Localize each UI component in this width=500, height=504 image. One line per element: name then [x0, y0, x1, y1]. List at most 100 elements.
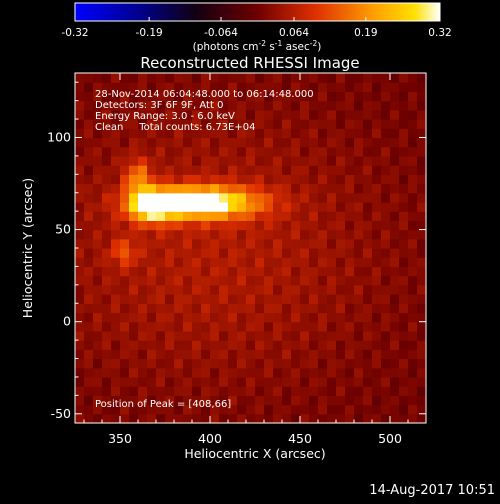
heatmap-cell	[372, 376, 382, 387]
heatmap-cell	[174, 294, 184, 304]
heatmap-cell	[156, 349, 166, 360]
heatmap-cell	[156, 294, 166, 304]
heatmap-cell	[399, 294, 409, 304]
heatmap-cell	[120, 257, 130, 268]
heatmap-cell	[291, 395, 301, 406]
heatmap-cell	[84, 238, 94, 249]
heatmap-cell	[318, 330, 328, 341]
heatmap-cell	[111, 183, 121, 194]
heatmap-cell	[354, 165, 364, 175]
heatmap-cell	[417, 248, 427, 258]
heatmap-cell	[237, 376, 247, 387]
heatmap-cell	[336, 275, 346, 286]
heatmap-cell	[219, 100, 229, 111]
heatmap-cell	[255, 201, 265, 212]
heatmap-cell	[417, 229, 427, 240]
heatmap-cell	[363, 73, 373, 83]
heatmap-cell	[138, 229, 148, 240]
heatmap-cell	[75, 413, 85, 424]
heatmap-cell	[129, 386, 139, 396]
heatmap-cell	[201, 321, 211, 332]
heatmap-cell	[75, 376, 85, 387]
heatmap-cell	[345, 248, 355, 258]
y-tick-label: 50	[55, 222, 71, 237]
heatmap-cell	[372, 312, 382, 323]
heatmap-cell	[282, 201, 292, 212]
heatmap-cell	[336, 137, 346, 148]
heatmap-cell	[255, 128, 265, 139]
heatmap-cell	[138, 211, 148, 221]
heatmap-cell	[165, 312, 175, 323]
heatmap-cell	[309, 211, 319, 221]
heatmap-cell	[318, 192, 328, 203]
heatmap-cell	[237, 367, 247, 378]
heatmap-cell	[165, 128, 175, 139]
x-tick-label: 400	[198, 431, 222, 446]
heatmap-cell	[417, 294, 427, 304]
heatmap-cell	[363, 174, 373, 185]
heatmap-cell	[390, 349, 400, 360]
heatmap-cell	[102, 376, 112, 387]
heatmap-cell	[129, 146, 139, 157]
heatmap-cell	[336, 82, 346, 93]
heatmap-cell	[120, 275, 130, 286]
heatmap-cell	[327, 266, 337, 277]
heatmap-cell	[183, 137, 193, 148]
heatmap-cell	[282, 238, 292, 249]
heatmap-cell	[210, 192, 220, 203]
heatmap-cell	[129, 119, 139, 129]
heatmap-cell	[210, 367, 220, 378]
heatmap-cell	[354, 248, 364, 258]
heatmap-cell	[210, 321, 220, 332]
heatmap-cell	[381, 312, 391, 323]
heatmap-cell	[336, 284, 346, 295]
heatmap-cell	[75, 330, 85, 341]
heatmap-cell	[165, 73, 175, 83]
heatmap-cell	[327, 275, 337, 286]
heatmap-cell	[156, 137, 166, 148]
heatmap-cell	[120, 183, 130, 194]
heatmap-cell	[318, 109, 328, 120]
heatmap-cell	[93, 248, 103, 258]
heatmap-cell	[345, 395, 355, 406]
heatmap-cell	[318, 321, 328, 332]
heatmap-cell	[183, 82, 193, 93]
heatmap-cell	[237, 91, 247, 102]
heatmap-cell	[102, 238, 112, 249]
heatmap-cell	[390, 220, 400, 231]
heatmap-cell	[165, 201, 175, 212]
heatmap-cell	[156, 146, 166, 157]
heatmap-cell	[354, 386, 364, 396]
heatmap-cell	[183, 386, 193, 396]
heatmap-cell	[237, 137, 247, 148]
heatmap-cell	[201, 109, 211, 120]
heatmap-cell	[390, 340, 400, 350]
heatmap-cell	[111, 238, 121, 249]
heatmap-cell	[318, 155, 328, 166]
heatmap-cell	[228, 386, 238, 396]
heatmap-cell	[237, 238, 247, 249]
heatmap-cell	[291, 91, 301, 102]
heatmap-cell	[219, 303, 229, 314]
heatmap-cell	[129, 303, 139, 314]
heatmap-cell	[102, 146, 112, 157]
heatmap-cell	[399, 91, 409, 102]
heatmap-cell	[102, 266, 112, 277]
heatmap-cell	[318, 349, 328, 360]
heatmap-cell	[165, 284, 175, 295]
heatmap-cell	[363, 294, 373, 304]
heatmap-cell	[264, 82, 274, 93]
heatmap-cell	[273, 367, 283, 378]
heatmap-cell	[165, 119, 175, 129]
heatmap-cell	[291, 100, 301, 111]
heatmap-cell	[102, 284, 112, 295]
heatmap-cell	[147, 294, 157, 304]
heatmap-cell	[219, 284, 229, 295]
heatmap-cell	[165, 340, 175, 350]
heatmap-cell	[363, 100, 373, 111]
heatmap-cell	[273, 266, 283, 277]
heatmap-cell	[210, 275, 220, 286]
heatmap-cell	[363, 82, 373, 93]
heatmap-cell	[309, 229, 319, 240]
heatmap-cell	[273, 358, 283, 369]
